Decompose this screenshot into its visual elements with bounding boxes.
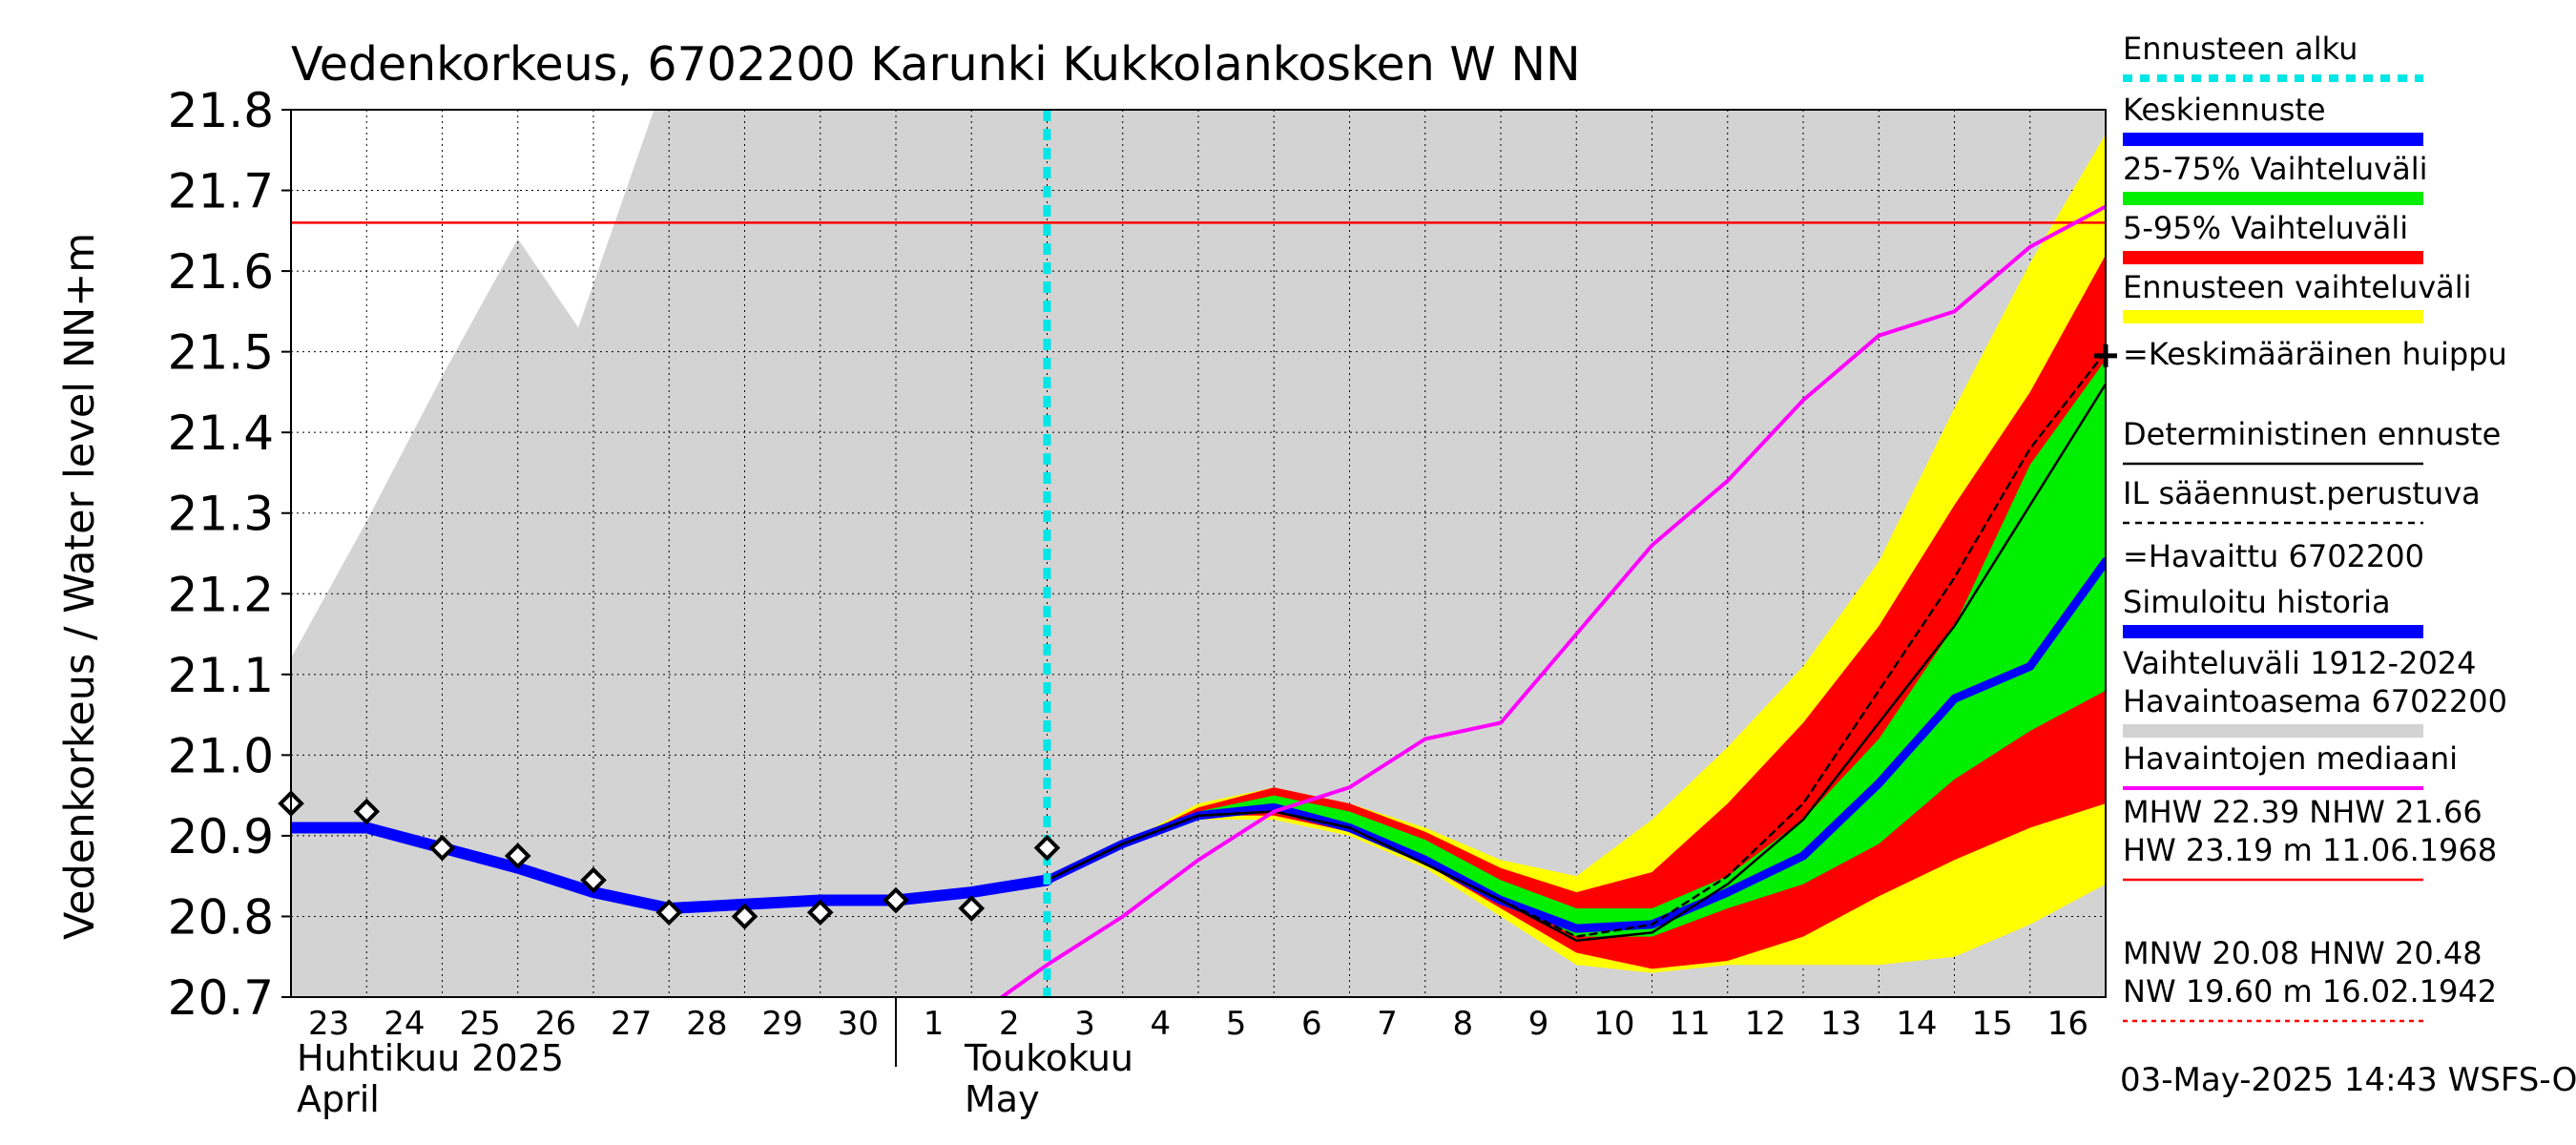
month-label-april-fi: Huhtikuu 2025 xyxy=(297,1037,564,1079)
y-tick-label: 20.9 xyxy=(168,809,274,864)
x-tick-label: 8 xyxy=(1453,1005,1474,1043)
observed-point xyxy=(504,843,531,869)
chart-title: Vedenkorkeus, 6702200 Karunki Kukkolanko… xyxy=(291,37,1581,92)
observed-point xyxy=(580,866,607,894)
band-25-75 xyxy=(1047,360,2106,937)
legend-label: NW 19.60 m 16.02.1942 xyxy=(2123,973,2497,1010)
x-tick-label: 25 xyxy=(459,1005,500,1043)
y-axis-label: Vedenkorkeus / Water level NN+m xyxy=(56,233,104,940)
observed-point xyxy=(428,834,456,862)
x-tick-label: 10 xyxy=(1593,1005,1634,1043)
series-havaintojen-mediaani xyxy=(1000,204,2106,997)
legend-label: Ennusteen alku xyxy=(2123,31,2358,67)
month-label-may-en: May xyxy=(965,1078,1040,1120)
legend-label: MHW 22.39 NHW 21.66 xyxy=(2123,794,2483,830)
legend-label: HW 23.19 m 11.06.1968 xyxy=(2123,832,2497,868)
legend-label: Vaihteluväli 1912-2024 xyxy=(2123,645,2477,681)
month-label-may-fi: Toukokuu xyxy=(964,1037,1133,1079)
legend-label: Keskiennuste xyxy=(2123,92,2326,128)
legend-label: Havaintoasema 6702200 xyxy=(2123,683,2507,719)
month-label-april-en: April xyxy=(297,1078,380,1120)
x-tick-label: 9 xyxy=(1528,1005,1549,1043)
x-tick-label: 11 xyxy=(1669,1005,1710,1043)
legend: Ennusteen alku Keskiennuste 25-75% Vaihtel… xyxy=(2123,31,2507,1023)
axes: 20.7 20.8 20.9 21.0 21.1 21.2 21.3 21.4 21.5 21.6… xyxy=(168,83,2107,1120)
observed-point xyxy=(655,899,683,926)
legend-label: Simuloitu historia xyxy=(2123,584,2391,620)
x-tick-label: 24 xyxy=(384,1005,425,1043)
x-tick-label: 6 xyxy=(1301,1005,1322,1043)
timestamp: 03-May-2025 14:43 WSFS-O xyxy=(2120,1061,2576,1099)
legend-label: Deterministinen ennuste xyxy=(2123,416,2501,452)
x-tick-label: 5 xyxy=(1226,1005,1247,1043)
y-tick-label: 21.3 xyxy=(168,487,274,542)
y-tick-label: 21.7 xyxy=(168,164,274,219)
x-tick-label: 3 xyxy=(1074,1005,1095,1043)
legend-label: MNW 20.08 HNW 20.48 xyxy=(2123,935,2483,971)
x-tick-label: 26 xyxy=(535,1005,576,1043)
x-tick-label: 2 xyxy=(999,1005,1020,1043)
y-tick-label: 20.8 xyxy=(168,889,274,945)
legend-label: =Havaittu 6702200 xyxy=(2123,538,2424,574)
legend-label: Ennusteen vaihteluväli xyxy=(2123,269,2472,305)
legend-label: IL sääennust.perustuva xyxy=(2123,475,2481,511)
x-tick-label: 1 xyxy=(924,1005,945,1043)
y-tick-label: 21.2 xyxy=(168,567,274,622)
observed-point xyxy=(353,798,381,825)
legend-label: 5-95% Vaihteluväli xyxy=(2123,210,2408,246)
x-tick-label: 7 xyxy=(1377,1005,1398,1043)
observed-point xyxy=(731,903,758,930)
x-tick-label: 27 xyxy=(611,1005,652,1043)
series-il-saaennuste xyxy=(1046,350,2106,938)
x-tick-label: 30 xyxy=(838,1005,879,1043)
observed-point xyxy=(806,899,834,926)
x-tick-label: 28 xyxy=(686,1005,727,1043)
y-tick-label: 21.5 xyxy=(168,325,274,381)
plot-frame xyxy=(290,109,2107,998)
x-tick-label: 29 xyxy=(761,1005,802,1043)
x-tick-label: 16 xyxy=(2047,1005,2088,1043)
observed-point xyxy=(958,895,986,922)
series-keskiennuste xyxy=(1043,557,2106,933)
y-tick-label: 21.1 xyxy=(168,648,274,703)
x-tick-label: 15 xyxy=(1971,1005,2012,1043)
y-tick-label: 21.0 xyxy=(168,728,274,783)
y-tick-label: 21.4 xyxy=(168,406,274,461)
y-tick-label: 21.8 xyxy=(168,83,274,138)
x-tick-label: 4 xyxy=(1151,1005,1172,1043)
x-tick-label: 23 xyxy=(308,1005,349,1043)
x-tick-label: 13 xyxy=(1820,1005,1861,1043)
legend-label: 25-75% Vaihteluväli xyxy=(2123,151,2427,187)
y-tick-label: 20.7 xyxy=(168,970,274,1026)
observed-point xyxy=(883,886,909,914)
legend-label: =Keskimääräinen huippu xyxy=(2123,336,2507,372)
plot-clip-group xyxy=(291,110,2106,997)
y-tick-label: 21.6 xyxy=(168,244,274,300)
observed-point xyxy=(1033,834,1061,862)
x-tick-label: 12 xyxy=(1745,1005,1786,1043)
plot-area xyxy=(278,110,2117,997)
x-tick-label: 14 xyxy=(1896,1005,1937,1043)
legend-label: Havaintojen mediaani xyxy=(2123,740,2458,777)
